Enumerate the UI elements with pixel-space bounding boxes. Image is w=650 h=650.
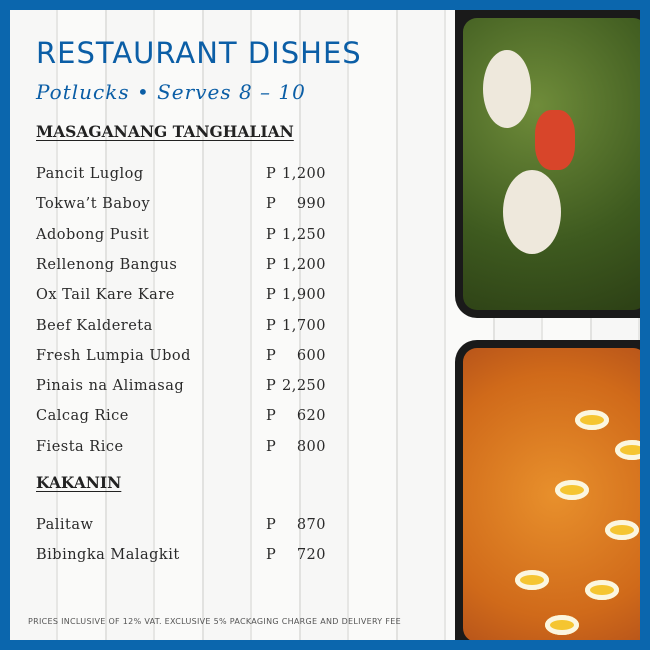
dish-name: Adobong Pusit — [36, 226, 150, 243]
dish-price: 990 — [296, 196, 326, 213]
currency: P — [266, 438, 277, 455]
currency: P — [266, 196, 277, 213]
price-footnote: PRICES INCLUSIVE OF 12% VAT. EXCLUSIVE 5… — [28, 617, 401, 626]
currency: P — [266, 226, 277, 243]
dish-name: Fiesta Rice — [36, 438, 124, 455]
dish-price: 1,200 — [281, 166, 326, 182]
menu-item: Adobong Pusit P 1,250 — [36, 227, 326, 247]
dish-name: Bibingka Malagkit — [36, 547, 180, 564]
menu-item: Beef Kaldereta P 1,700 — [36, 318, 326, 338]
dish-price: 600 — [296, 347, 326, 364]
dish-price: 620 — [296, 408, 326, 425]
currency: P — [266, 378, 277, 395]
currency: P — [266, 408, 277, 425]
dish-name: Rellenong Bangus — [36, 256, 178, 273]
menu-item: Pinais na Alimasag P 2,250 — [36, 378, 326, 398]
dish-price: 870 — [296, 517, 326, 533]
currency: P — [266, 287, 277, 304]
currency: P — [266, 166, 277, 182]
dish-price: 1,200 — [281, 256, 326, 273]
currency: P — [266, 347, 277, 364]
menu-item: Calcag Rice P 620 — [36, 408, 326, 428]
menu-item: Pancit Luglog P 1,200 — [36, 166, 326, 186]
dish-price: 1,250 — [281, 226, 326, 243]
dish-price: 1,700 — [281, 317, 326, 334]
dish-price: 2,250 — [281, 378, 326, 395]
dish-name: Pinais na Alimasag — [36, 378, 185, 395]
currency: P — [266, 547, 277, 564]
dish-price: 1,900 — [281, 287, 326, 304]
menu-item: Tokwa’t Baboy P 990 — [36, 196, 326, 216]
dish-price: 720 — [296, 547, 326, 564]
food-image-fiesta-rice-tray — [455, 340, 640, 640]
dish-name: Ox Tail Kare Kare — [36, 287, 175, 304]
menu-item: Ox Tail Kare Kare P 1,900 — [36, 287, 326, 307]
menu-item: Palitaw P 870 — [36, 517, 326, 537]
page-title: RESTAURANT DISHES — [36, 36, 362, 70]
currency: P — [266, 517, 277, 533]
currency: P — [266, 317, 277, 334]
section-heading: MASAGANANG TANGHALIAN — [36, 122, 294, 141]
currency: P — [266, 256, 277, 273]
dish-name: Tokwa’t Baboy — [36, 196, 151, 213]
dish-name: Pancit Luglog — [36, 166, 144, 182]
section-heading: KAKANIN — [36, 473, 122, 492]
page-subtitle: Potlucks • Serves 8 – 10 — [36, 80, 306, 104]
dish-name: Fresh Lumpia Ubod — [36, 347, 191, 364]
food-image-pinais-tray — [455, 10, 640, 318]
dish-price: 800 — [296, 438, 326, 455]
menu-item: Fresh Lumpia Ubod P 600 — [36, 348, 326, 368]
dish-name: Calcag Rice — [36, 408, 129, 425]
menu-item: Rellenong Bangus P 1,200 — [36, 257, 326, 277]
menu-item: Bibingka Malagkit P 720 — [36, 547, 326, 567]
menu-card: RESTAURANT DISHES Potlucks • Serves 8 – … — [10, 10, 640, 640]
dish-name: Beef Kaldereta — [36, 317, 153, 334]
menu-item: Fiesta Rice P 800 — [36, 439, 326, 459]
dish-name: Palitaw — [36, 517, 94, 533]
